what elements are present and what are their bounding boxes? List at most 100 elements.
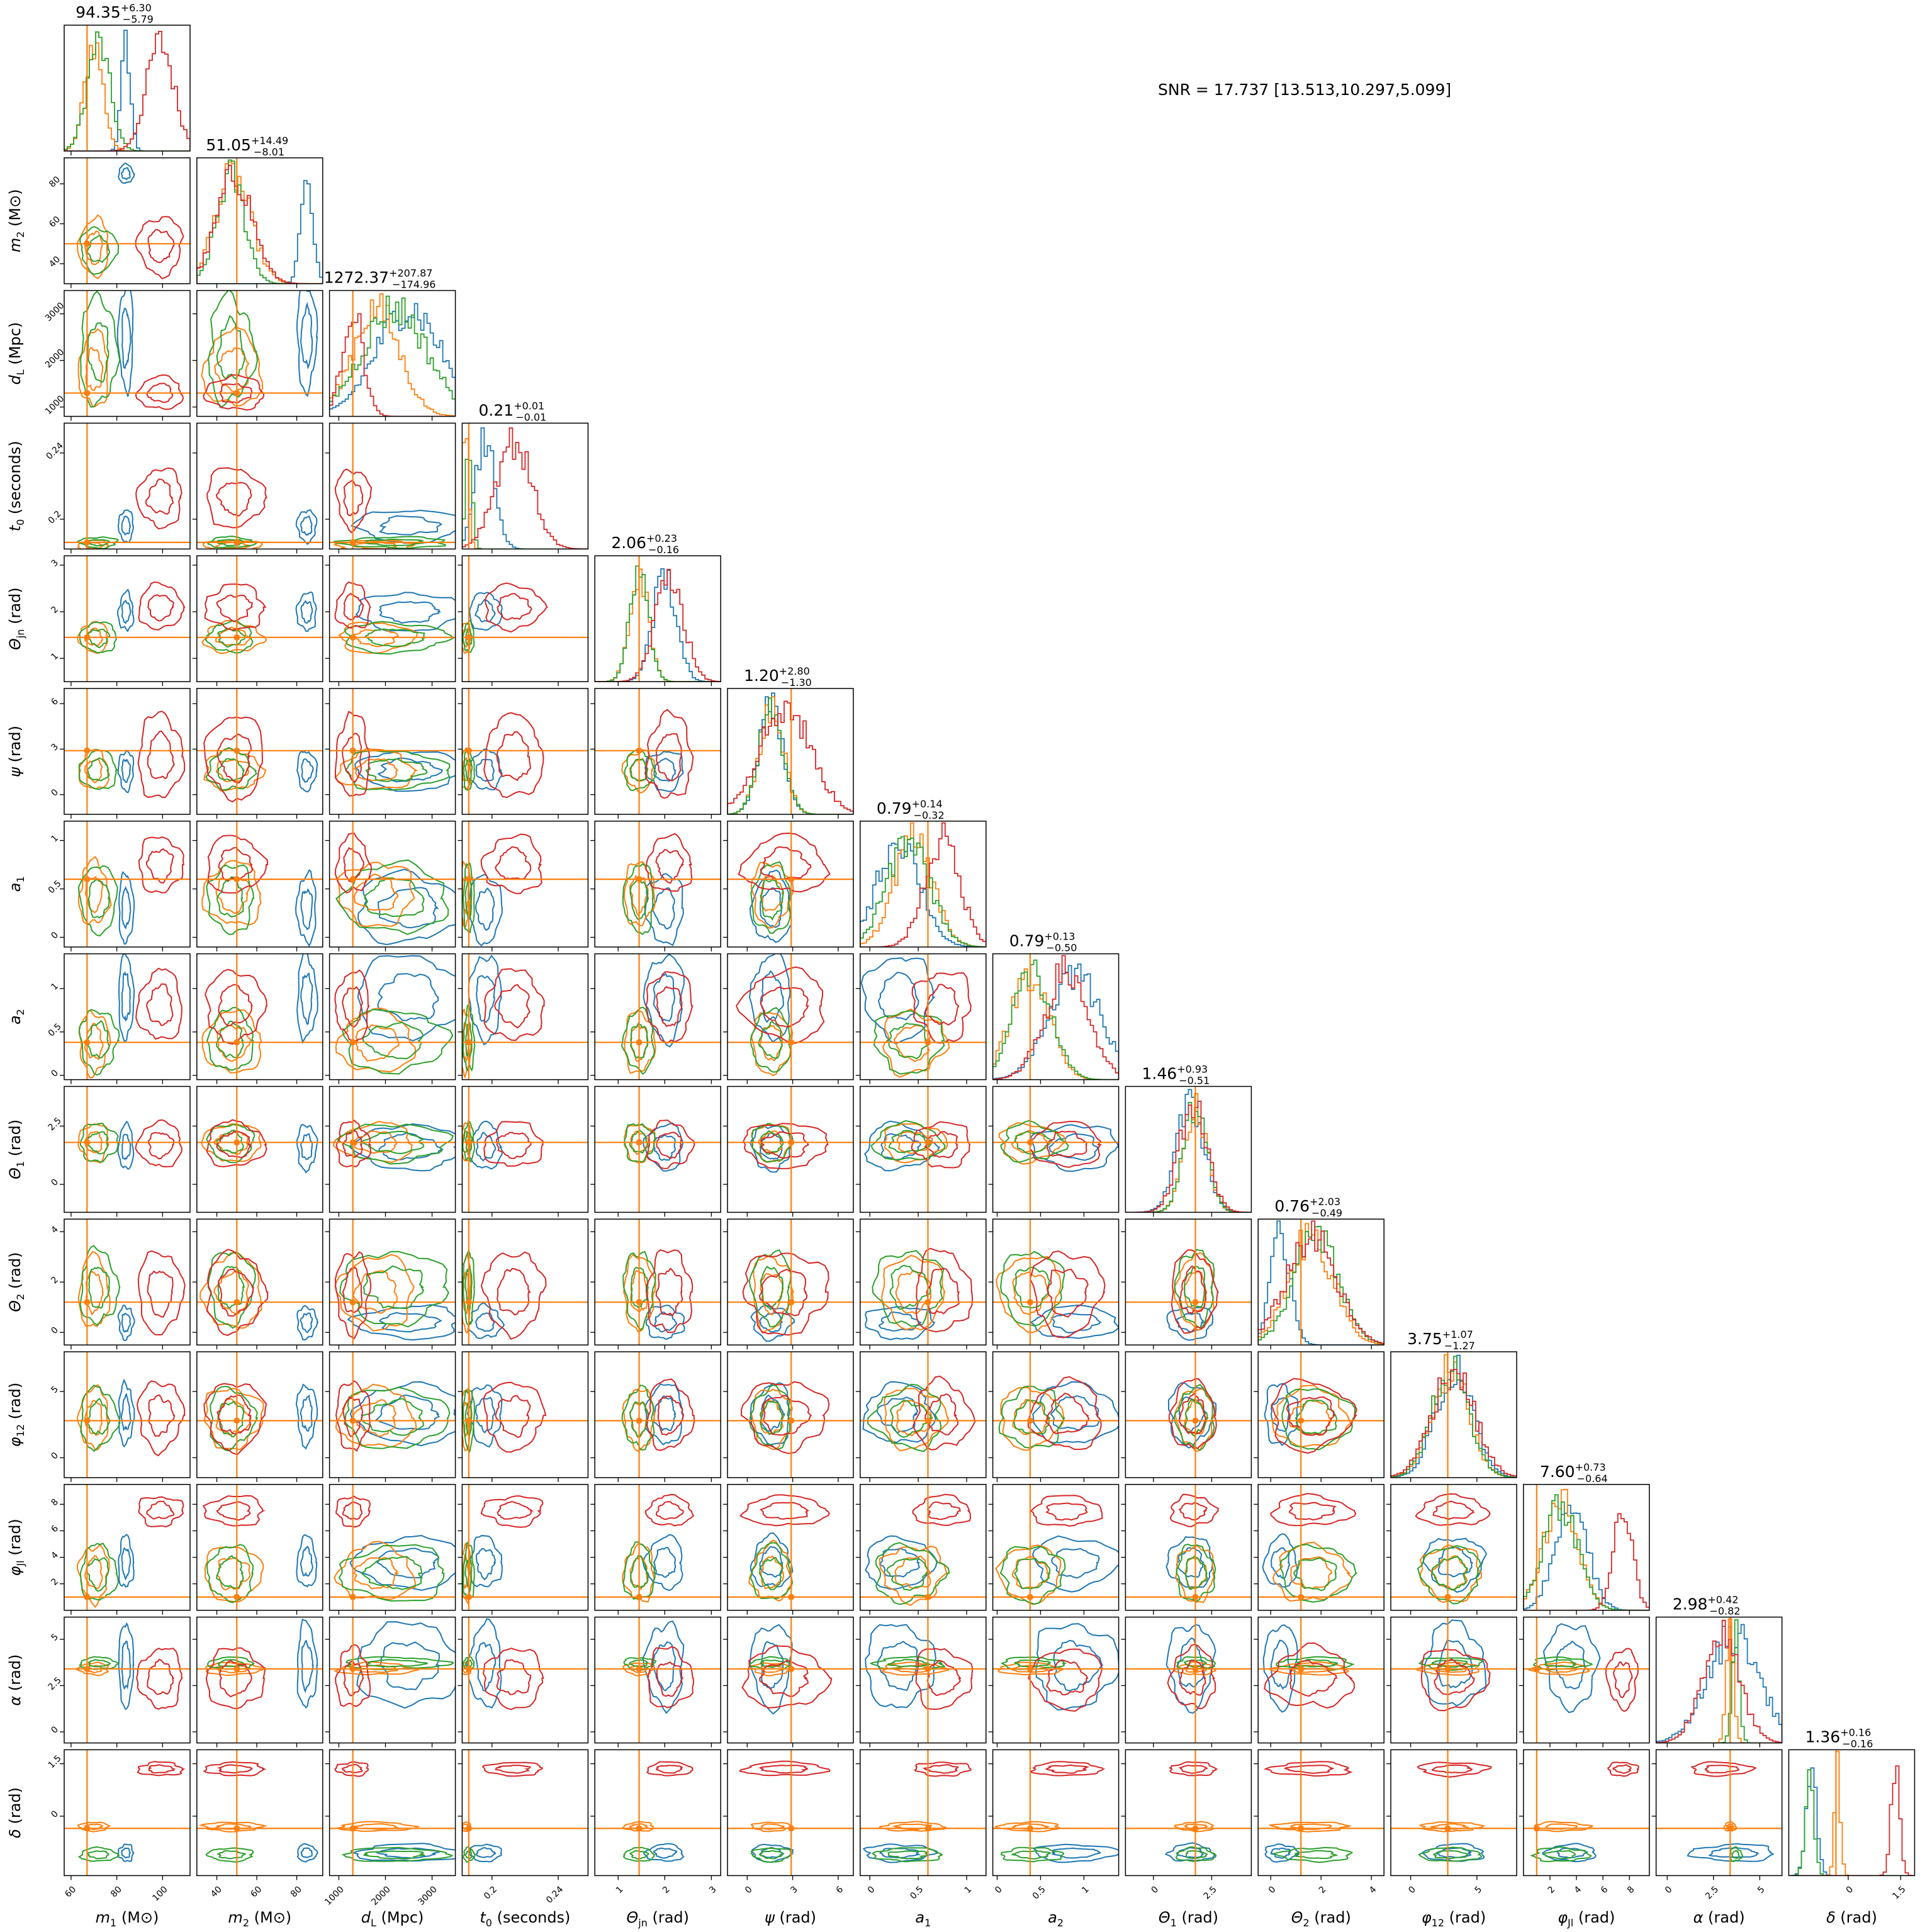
panel-frame-5-3 [461, 688, 589, 815]
contour-inner-8-2-series-3 [342, 1130, 363, 1159]
contour-inner-13-7-series-2 [1011, 1850, 1051, 1860]
x-tick-label-7: 0 [993, 1884, 1004, 1895]
truth-point-11-9 [1298, 1593, 1305, 1600]
contour-inner-11-4-series-2 [629, 1554, 649, 1588]
contour-10-1-series-0 [295, 1383, 318, 1450]
truth-point-10-2 [349, 1417, 356, 1424]
x-tick-label-6: 0 [866, 1884, 877, 1895]
panel-7-0: 00.51 [47, 953, 191, 1084]
x-tick-label-4: 3 [707, 1884, 719, 1895]
panel-11-10 [1386, 1484, 1517, 1615]
contour-inner-8-6-series-0 [880, 1133, 921, 1161]
histogram-1-series-3 [196, 164, 323, 284]
contour-10-0-series-3 [136, 1380, 186, 1457]
panel-frame-12-10 [1390, 1616, 1517, 1744]
contour-7-1-series-1 [201, 1009, 262, 1074]
contour-13-9-series-1 [1269, 1821, 1352, 1833]
truth-point-12-0 [84, 1665, 91, 1672]
panel-8-0: 02.5 [47, 1086, 191, 1217]
contour-inner-11-8-series-2 [1184, 1555, 1208, 1590]
panel-2-0: 1000 2000 3000 [43, 289, 191, 421]
contour-inner-11-2-series-3 [342, 1501, 363, 1520]
contour-10-8-series-3 [1168, 1378, 1217, 1449]
truth-point-10-7 [1026, 1417, 1033, 1424]
truth-point-7-3 [465, 1039, 472, 1046]
contour-9-1-series-0 [296, 1305, 319, 1341]
truth-point-11-7 [1026, 1593, 1033, 1600]
contour-6-2-series-1 [337, 862, 415, 928]
contour-inner-12-1-series-2 [217, 1659, 245, 1668]
panel-frame-7-1 [196, 953, 323, 1081]
contour-10-4-series-3 [646, 1378, 695, 1451]
contour-inner-3-2-series-0 [378, 515, 443, 536]
x-tick-label-3: 0.2 [482, 1884, 499, 1901]
x-tick-label-7: 1 [1080, 1884, 1091, 1895]
contour-13-0-series-0 [117, 1843, 135, 1862]
panel-frame-4-3 [461, 555, 589, 682]
y-tick-label-5: 6 [49, 696, 60, 707]
contour-13-0-series-2 [77, 1846, 120, 1862]
x-tick-label-3: 0.24 [544, 1884, 565, 1905]
contour-inner-13-3-series-0 [475, 1846, 497, 1858]
contour-13-7-series-3 [1030, 1761, 1106, 1777]
panel-9-0: 0 2 4 [49, 1218, 191, 1350]
contour-inner-13-11-series-2 [1542, 1850, 1576, 1860]
contour-8-7-series-2 [1000, 1120, 1069, 1163]
truth-point-9-4 [636, 1299, 643, 1306]
truth-point-4-3 [465, 634, 472, 641]
truth-point-9-7 [1026, 1299, 1033, 1306]
truth-point-3-0 [84, 539, 91, 546]
truth-point-7-5 [788, 1039, 795, 1046]
contour-6-2-series-0 [357, 868, 456, 946]
contour-inner-10-1-series-3 [216, 1394, 252, 1435]
contour-inner-11-5-series-2 [758, 1557, 783, 1590]
truth-point-10-0 [84, 1417, 91, 1424]
panel-13-5: 0 3 6 [723, 1749, 854, 1895]
contour-9-1-series-3 [206, 1249, 269, 1336]
contour-13-12-series-1 [1723, 1821, 1738, 1832]
panel-7-5 [723, 953, 854, 1084]
y-tick-label-5: 0 [49, 787, 60, 799]
summary-title-10: 3.75+1.07 −1.27 [1407, 1328, 1475, 1352]
contour-8-3-series-3 [483, 1121, 544, 1167]
contour-13-5-series-1 [750, 1821, 794, 1833]
truth-point-13-2 [349, 1825, 356, 1832]
contour-inner-9-0-series-3 [147, 1270, 174, 1318]
contour-12-9-series-3 [1264, 1642, 1355, 1709]
contour-11-9-series-0 [1262, 1533, 1298, 1588]
contour-8-2-series-3 [335, 1119, 372, 1168]
truth-point-13-3 [465, 1825, 472, 1832]
contour-9-5-series-1 [753, 1254, 795, 1334]
panel-11-6 [855, 1484, 987, 1615]
contour-10-4-series-0 [644, 1383, 684, 1446]
contour-inner-13-6-series-0 [879, 1848, 921, 1859]
x-tick-label-9: 2 [1317, 1884, 1328, 1895]
contour-13-12-series-0 [1687, 1843, 1775, 1862]
contour-7-4-series-0 [643, 953, 685, 1048]
contour-inner-11-6-series-0 [879, 1547, 920, 1578]
contour-inner-9-3-series-3 [497, 1267, 531, 1316]
histogram-2-series-1 [329, 293, 456, 417]
contour-inner-4-1-series-0 [300, 600, 313, 624]
contour-inner-9-0-series-2 [88, 1266, 110, 1309]
truth-point-9-1 [233, 1299, 240, 1306]
contour-4-2-series-1 [338, 621, 418, 654]
x-tick-label-10: 5 [1473, 1884, 1485, 1895]
truth-point-5-3 [465, 747, 472, 754]
histogram-6-series-3 [860, 822, 986, 947]
x-tick-label-5: 0 [743, 1884, 755, 1895]
panel-3-0: 0.2 0.24 [44, 422, 191, 554]
panel-13-8: 0 2.5 [1121, 1749, 1252, 1901]
truth-point-12-2 [349, 1665, 356, 1672]
contour-11-5-series-3 [739, 1494, 830, 1527]
contour-inner-12-10-series-3 [1434, 1658, 1475, 1695]
contour-10-2-series-1 [335, 1383, 417, 1448]
diag-panel-5: 1.20+2.80 −1.30 [727, 665, 854, 819]
contour-inner-10-3-series-2 [464, 1401, 473, 1437]
contour-13-9-series-2 [1272, 1846, 1354, 1863]
truth-point-5-0 [84, 747, 91, 754]
truth-point-13-6 [924, 1825, 931, 1832]
contour-11-1-series-1 [204, 1546, 264, 1603]
contour-13-2-series-2 [341, 1846, 454, 1862]
